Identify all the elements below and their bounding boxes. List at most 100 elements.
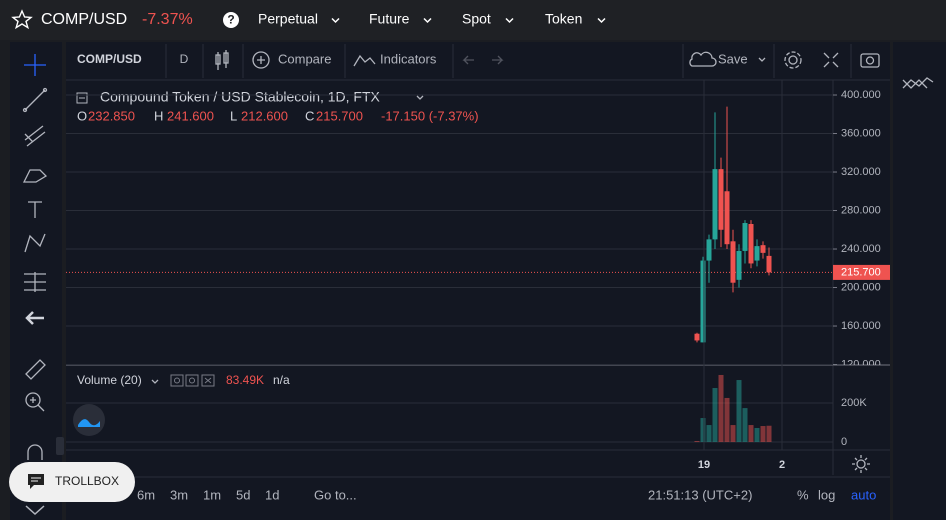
ohlc-key: H xyxy=(154,108,163,123)
left-toolbar xyxy=(10,42,62,520)
volume-bar xyxy=(742,408,748,443)
trollbox-label: TROLLBOX xyxy=(55,474,119,488)
volume-bar xyxy=(754,427,760,443)
trollbox-button[interactable] xyxy=(9,462,135,502)
candle-body xyxy=(706,239,712,261)
ohlc-value: 241.600 xyxy=(167,108,214,123)
scroll-chevron[interactable] xyxy=(25,505,45,516)
candle-body xyxy=(736,250,742,280)
menu-item[interactable]: Perpetual xyxy=(258,11,318,27)
menu-caret xyxy=(423,17,432,24)
settings-sun[interactable] xyxy=(852,455,870,473)
save[interactable]: Save xyxy=(718,51,748,66)
right-panel-icon[interactable] xyxy=(902,77,934,89)
legend-title: Compound Token / USD Stablecoin, 1D, FTX xyxy=(100,89,381,105)
ohlc-value: 212.600 xyxy=(241,108,288,123)
candle-body xyxy=(730,241,736,283)
help-icon[interactable] xyxy=(223,12,239,28)
toolbar-symbol: COMP/USD xyxy=(77,52,142,66)
range-button[interactable]: 1m xyxy=(203,487,221,502)
y-tick-label: 280.000 xyxy=(841,204,881,216)
log-toggle[interactable]: log xyxy=(818,487,835,502)
candle-body xyxy=(694,333,700,341)
logo-badge[interactable] xyxy=(73,404,105,436)
volume-bar xyxy=(730,425,736,443)
menu-item[interactable]: Future xyxy=(369,11,410,27)
volume-tick-label: 0 xyxy=(841,436,847,448)
candle-body xyxy=(754,246,760,261)
y-tick-label: 240.000 xyxy=(841,243,881,255)
range-button[interactable]: 1d xyxy=(265,487,279,502)
volume-bar xyxy=(760,426,766,443)
auto-toggle[interactable]: auto xyxy=(851,487,876,502)
candle-body xyxy=(760,245,766,253)
candle-body xyxy=(742,223,748,251)
goto[interactable]: Go to... xyxy=(314,487,357,502)
ohlc-key: O xyxy=(77,108,87,123)
legend-change: -17.150 (-7.37%) xyxy=(381,108,479,123)
ohlc-value: 232.850 xyxy=(88,108,135,123)
ohlc-key: L xyxy=(230,108,237,123)
interval[interactable]: D xyxy=(180,52,189,66)
legend-collapse[interactable] xyxy=(76,92,88,104)
menu-caret xyxy=(505,17,514,24)
last-price-label: 215.700 xyxy=(841,266,881,278)
toolbar-separators xyxy=(165,44,852,78)
volume-tick-label: 200K xyxy=(841,397,867,409)
volume-bar xyxy=(706,425,712,443)
collapse-handle[interactable] xyxy=(56,437,64,455)
range-button[interactable]: 3m xyxy=(170,487,188,502)
volume-bar xyxy=(700,418,706,443)
star-icon[interactable] xyxy=(11,9,33,30)
percent-toggle[interactable]: % xyxy=(797,487,809,502)
menu-caret xyxy=(597,17,606,24)
y-tick-label: 320.000 xyxy=(841,166,881,178)
right-panel xyxy=(893,42,946,520)
y-tick-label: 200.000 xyxy=(841,281,881,293)
top-bar xyxy=(0,0,946,40)
last-price-tag xyxy=(833,264,890,280)
candle-body xyxy=(718,169,724,230)
symbol: COMP/USD xyxy=(41,11,127,28)
ohlc-value: 215.700 xyxy=(316,108,363,123)
y-tick-label: 120.000 xyxy=(841,358,881,370)
range-button[interactable]: 5d xyxy=(236,487,250,502)
y-tick-label: 160.000 xyxy=(841,320,881,332)
toolbar-icons[interactable] xyxy=(215,50,880,70)
volume-bar xyxy=(766,425,772,443)
volume-bar xyxy=(712,388,718,443)
menu-caret xyxy=(331,17,340,24)
volume-bar xyxy=(736,380,742,443)
volume-ma: n/a xyxy=(273,373,290,387)
volume-bar xyxy=(748,425,754,443)
drawing-tools[interactable] xyxy=(22,54,48,460)
indicators[interactable]: Indicators xyxy=(380,51,437,66)
volume-bar xyxy=(694,441,700,443)
volume-caret[interactable] xyxy=(151,379,159,384)
volume-title: Volume (20) xyxy=(77,373,142,387)
candle-body xyxy=(748,223,754,264)
volume-bar xyxy=(718,374,724,443)
time-label: 19 xyxy=(698,459,710,471)
clock: 21:51:13 (UTC+2) xyxy=(648,487,752,502)
volume-bar xyxy=(724,397,730,443)
logo xyxy=(78,419,100,427)
help-glyph: ? xyxy=(227,13,234,27)
menu-item[interactable]: Token xyxy=(545,11,582,27)
y-tick-label: 360.000 xyxy=(841,127,881,139)
candle-body xyxy=(712,169,718,240)
menu-item[interactable]: Spot xyxy=(462,11,491,27)
legend-caret[interactable] xyxy=(416,95,424,100)
candle-body xyxy=(766,255,772,273)
range-button[interactable]: 6m xyxy=(137,487,155,502)
candle-body xyxy=(700,260,706,343)
volume-last: 83.49K xyxy=(226,373,264,387)
change: -7.37% xyxy=(142,11,193,28)
candle-body xyxy=(724,191,730,245)
compare[interactable]: Compare xyxy=(278,51,331,66)
y-tick-label: 400.000 xyxy=(841,89,881,101)
volume-buttons[interactable] xyxy=(170,374,215,387)
time-label: 2 xyxy=(779,459,785,471)
